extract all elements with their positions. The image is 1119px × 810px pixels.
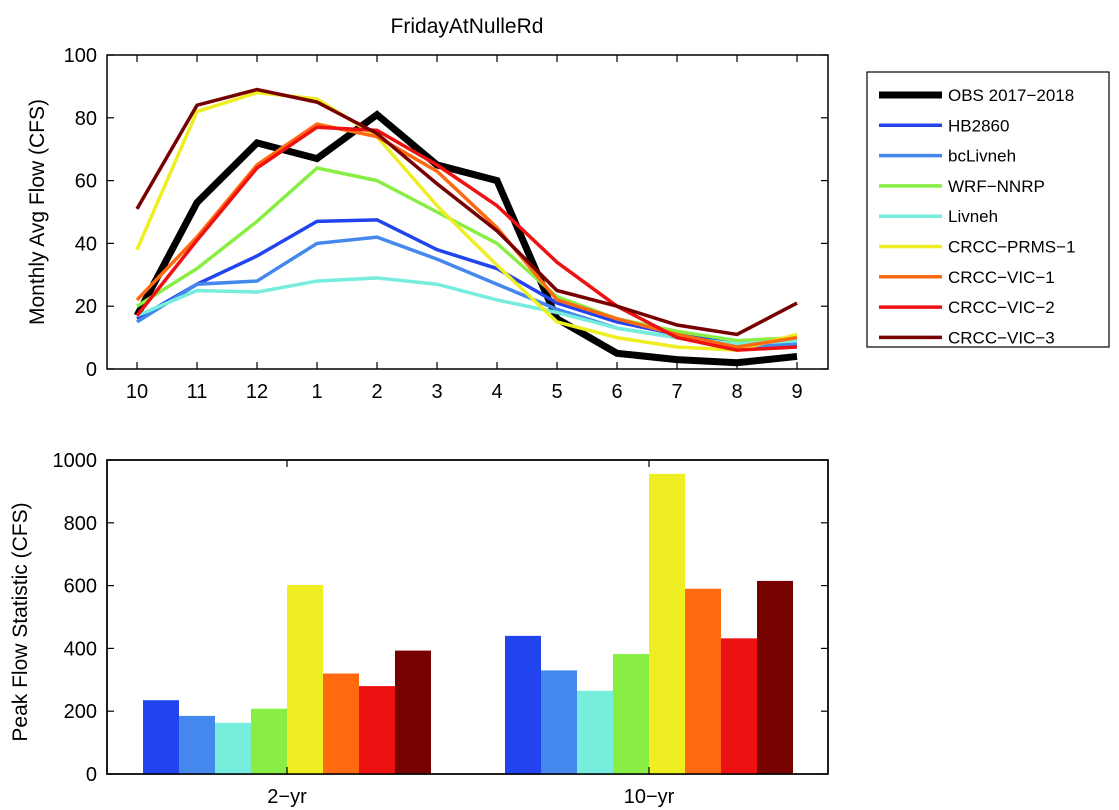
legend-entry-label: CRCC−VIC−1 xyxy=(948,268,1055,287)
top-axes-box xyxy=(106,54,829,370)
y-tick-label: 200 xyxy=(64,701,97,723)
bar-10−yr-3 xyxy=(577,690,613,774)
y-tick-label: 60 xyxy=(75,171,97,193)
bar-2−yr-8 xyxy=(395,650,431,774)
legend-entry-label: CRCC−VIC−2 xyxy=(948,298,1055,317)
bar-2−yr-6 xyxy=(323,673,359,774)
series-line-8 xyxy=(135,125,798,352)
legend-entry-label: HB2860 xyxy=(948,116,1009,135)
x-tick-label: 10−yr xyxy=(624,786,675,808)
x-tick-label: 11 xyxy=(187,381,208,403)
legend: OBS 2017−2018 HB2860 bcLivneh WRF−NNRP Livne… xyxy=(866,71,1110,348)
legend-entry-label: CRCC−PRMS−1 xyxy=(948,238,1076,257)
x-tick-label: 8 xyxy=(731,381,742,403)
bar-2−yr-4 xyxy=(251,708,287,774)
legend-entry-label: WRF−NNRP xyxy=(948,177,1045,196)
bar-10−yr-1 xyxy=(505,635,541,774)
y-tick-label: 80 xyxy=(75,108,97,130)
bar-10−yr-5 xyxy=(649,473,685,774)
series-line-9 xyxy=(135,87,798,337)
y-tick-label: 600 xyxy=(64,576,97,598)
y-tick-label: 100 xyxy=(64,45,97,67)
y-tick-label: 400 xyxy=(64,638,97,660)
legend-entry-label: Livneh xyxy=(948,207,998,226)
bar-10−yr-6 xyxy=(685,588,721,774)
legend-entry-label: OBS 2017−2018 xyxy=(948,86,1074,105)
bar-2−yr-3 xyxy=(215,722,251,774)
bottom-y-axis-label: Peak Flow Statistic (CFS) xyxy=(9,502,32,741)
legend-entry-label: CRCC−VIC−3 xyxy=(948,328,1055,347)
x-tick-label: 9 xyxy=(791,381,802,403)
bar-10−yr-7 xyxy=(721,638,757,774)
chart-title: FridayAtNulleRd xyxy=(391,15,544,38)
x-tick-label: 4 xyxy=(491,381,502,403)
x-tick-label: 3 xyxy=(431,381,442,403)
series-line-6 xyxy=(135,90,798,352)
bar-2−yr-1 xyxy=(143,700,179,774)
y-tick-label: 20 xyxy=(75,296,97,318)
x-tick-label: 10 xyxy=(126,381,148,403)
bar-2−yr-2 xyxy=(179,715,215,774)
y-tick-label: 800 xyxy=(64,513,97,535)
top-y-axis-label: Monthly Avg Flow (CFS) xyxy=(26,99,49,325)
bar-10−yr-4 xyxy=(613,654,649,774)
y-tick-label: 1000 xyxy=(53,450,98,472)
x-tick-label: 1 xyxy=(311,381,322,403)
series-line-7 xyxy=(135,122,798,349)
bar-plot-area: 0 200 400 600 800 1000 2−yr 10−yr xyxy=(53,450,829,808)
bar-2−yr-5 xyxy=(287,584,323,774)
bar-10−yr-8 xyxy=(757,580,793,774)
x-tick-label: 5 xyxy=(551,381,562,403)
x-tick-label: 6 xyxy=(611,381,622,403)
y-tick-label: 40 xyxy=(75,233,97,255)
series-line-1 xyxy=(133,110,798,367)
y-tick-label: 0 xyxy=(86,764,97,786)
bottom-axes-frame xyxy=(106,459,829,775)
y-tick-label: 0 xyxy=(86,359,97,381)
legend-box xyxy=(866,71,1110,348)
x-tick-label: 7 xyxy=(671,381,682,403)
series-line-4 xyxy=(136,166,798,343)
bar-2−yr-7 xyxy=(359,686,395,774)
x-tick-label: 2−yr xyxy=(267,786,307,808)
x-tick-label: 12 xyxy=(246,381,268,403)
x-tick-label: 2 xyxy=(371,381,382,403)
legend-entry-label: bcLivneh xyxy=(948,147,1016,166)
bar-10−yr-2 xyxy=(541,670,577,774)
